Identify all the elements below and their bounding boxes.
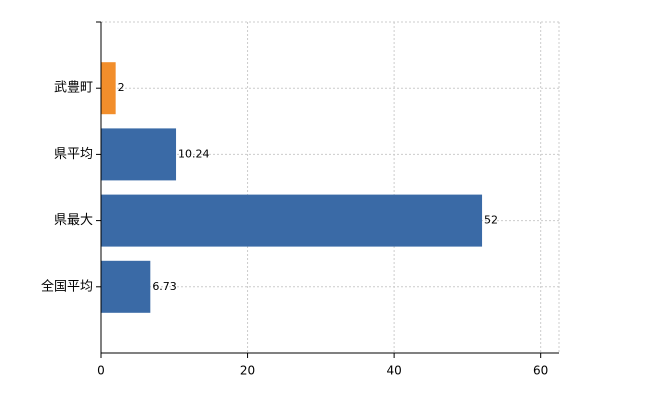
value-label: 2 [118,81,125,94]
value-label: 10.24 [178,147,210,160]
bar [101,128,177,181]
value-label: 6.73 [152,280,177,293]
value-label: 52 [484,214,498,227]
y-tick-label: 全国平均 [41,278,93,294]
y-tick-label: 県平均 [54,147,93,162]
x-tick-label: 40 [386,364,401,378]
bar [101,62,116,115]
bar [101,194,483,247]
bar [101,260,151,313]
x-tick-label: 60 [533,364,548,378]
x-tick-label: 20 [240,364,255,378]
y-tick-label: 県最大 [54,213,93,228]
x-tick-label: 0 [97,364,105,378]
y-tick-label: 武豊町 [54,81,93,96]
